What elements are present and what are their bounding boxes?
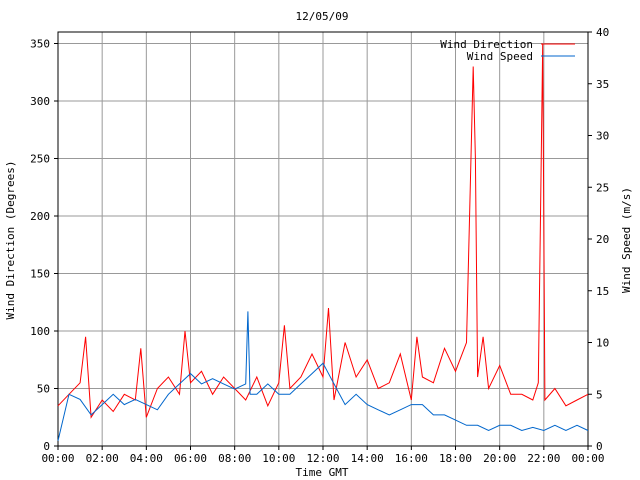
x-axis-label: Time GMT <box>296 466 349 479</box>
y-right-axis-label: Wind Speed (m/s) <box>620 187 633 293</box>
y-right-tick-label: 5 <box>596 388 603 401</box>
x-tick-label: 16:00 <box>395 452 428 465</box>
x-tick-label: 00:00 <box>571 452 604 465</box>
y-right-tick-label: 15 <box>596 285 609 298</box>
x-tick-label: 22:00 <box>527 452 560 465</box>
x-tick-label: 10:00 <box>262 452 295 465</box>
series-lines <box>57 43 589 441</box>
series-line-wind-direction <box>57 43 589 419</box>
series-line-wind-speed <box>57 311 589 441</box>
y-left-tick-label: 200 <box>30 210 50 223</box>
x-axis-ticks: 00:00 02:00 04:00 06:00 08:00 10:00 12:00 14:00… <box>41 446 605 465</box>
y-right-tick-label: 10 <box>596 337 609 350</box>
x-tick-label: 20:00 <box>483 452 516 465</box>
y-left-tick-label: 0 <box>43 440 50 453</box>
legend-label: Wind Speed <box>467 50 533 63</box>
y-left-tick-label: 50 <box>37 383 50 396</box>
y-right-tick-label: 30 <box>596 130 609 143</box>
y-left-axis-label: Wind Direction (Degrees) <box>4 161 17 320</box>
y-right-tick-label: 25 <box>596 181 609 194</box>
y-right-tick-label: 40 <box>596 26 609 39</box>
x-tick-label: 06:00 <box>174 452 207 465</box>
y-left-tick-label: 250 <box>30 153 50 166</box>
y-left-axis-ticks: 0 50 100 150 200 250 300 350 <box>30 38 58 453</box>
x-tick-label: 04:00 <box>130 452 163 465</box>
y-right-axis-ticks: 0 5 10 15 20 25 30 35 40 <box>588 26 609 453</box>
y-right-tick-label: 0 <box>596 440 603 453</box>
legend-label: Wind Direction <box>440 38 533 51</box>
x-tick-label: 00:00 <box>41 452 74 465</box>
chart-grid <box>58 32 588 446</box>
x-tick-label: 12:00 <box>306 452 339 465</box>
x-tick-label: 18:00 <box>439 452 472 465</box>
y-left-tick-label: 150 <box>30 268 50 281</box>
x-tick-label: 08:00 <box>218 452 251 465</box>
y-left-tick-label: 350 <box>30 38 50 51</box>
x-tick-label: 14:00 <box>351 452 384 465</box>
chart-title: 12/05/09 <box>296 10 349 23</box>
y-left-tick-label: 100 <box>30 325 50 338</box>
y-left-tick-label: 300 <box>30 95 50 108</box>
x-tick-label: 02:00 <box>86 452 119 465</box>
y-right-tick-label: 35 <box>596 78 609 91</box>
y-right-tick-label: 20 <box>596 233 609 246</box>
